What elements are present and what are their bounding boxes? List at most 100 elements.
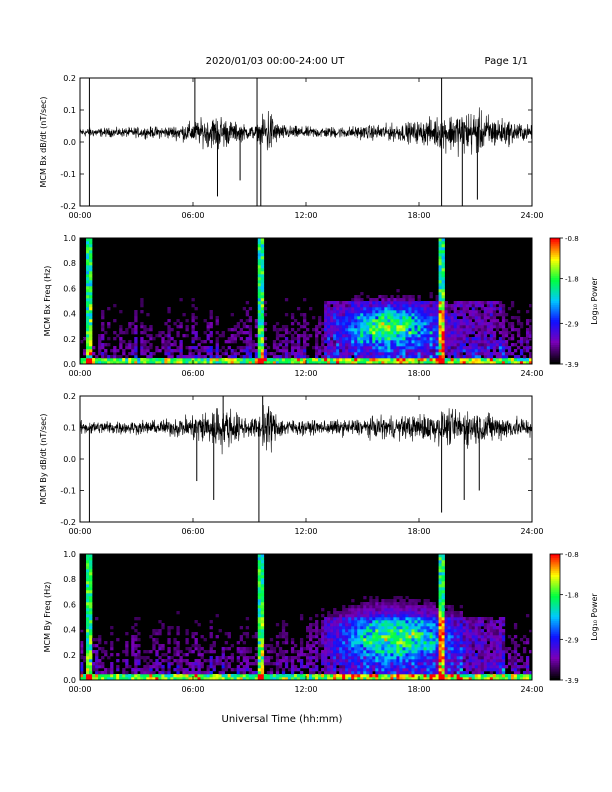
spectrogram-cell xyxy=(486,352,491,356)
spectrogram-cell xyxy=(444,677,448,681)
spectrogram-cell xyxy=(363,346,367,350)
spectrogram-cell xyxy=(179,352,183,356)
spectrogram-cell xyxy=(480,334,485,338)
spectrogram-cell xyxy=(489,340,494,344)
spectrogram-cell xyxy=(309,358,313,362)
spectrogram-cell xyxy=(480,647,485,651)
spectrogram-cell xyxy=(152,665,156,669)
spectrogram-cell xyxy=(438,563,442,567)
spectrogram-cell xyxy=(209,349,213,353)
spectrogram-cell xyxy=(251,358,256,362)
spectrogram-cell xyxy=(465,641,470,645)
spectrogram-cell xyxy=(269,671,274,675)
spectrogram-cell xyxy=(263,322,268,326)
spectrogram-cell xyxy=(450,638,454,642)
spectrogram-cell xyxy=(411,635,415,639)
spectrogram-cell xyxy=(477,355,482,359)
spectrogram-cell xyxy=(384,334,388,338)
spectrogram-cell xyxy=(468,343,473,347)
spectrogram-cell xyxy=(495,650,500,654)
spectrogram-cell xyxy=(441,349,445,353)
colorbar-swatch xyxy=(550,600,560,603)
x-tick-label: 12:00 xyxy=(294,369,317,378)
spectrogram-cell xyxy=(209,626,213,630)
spectrogram-cell xyxy=(357,349,361,353)
spectrogram-cell xyxy=(369,614,373,618)
spectrogram-cell xyxy=(197,674,201,678)
spectrogram-cell xyxy=(248,340,253,344)
spectrogram-cell xyxy=(212,659,216,663)
spectrogram-cell xyxy=(230,313,234,317)
spectrogram-cell xyxy=(203,331,207,335)
spectrogram-cell xyxy=(369,662,373,666)
spectrogram-cell xyxy=(375,659,379,663)
spectrogram-cell xyxy=(522,635,527,639)
spectrogram-cell xyxy=(170,674,174,678)
spectrogram-cell xyxy=(387,653,391,657)
spectrogram-cell xyxy=(345,635,349,639)
spectrogram-cell xyxy=(137,358,141,362)
spectrogram-cell xyxy=(122,352,126,356)
spectrogram-cell xyxy=(453,307,457,311)
spectrogram-cell xyxy=(363,671,367,675)
spectrogram-cell xyxy=(278,635,283,639)
spectrogram-cell xyxy=(453,629,457,633)
spectrogram-cell xyxy=(351,328,355,332)
spectrogram-cell xyxy=(447,665,451,669)
spectrogram-cell xyxy=(345,665,349,669)
spectrogram-cell xyxy=(441,325,445,329)
spectrogram-cell xyxy=(357,629,361,633)
spectrogram-cell xyxy=(330,313,334,317)
spectrogram-cell xyxy=(342,328,346,332)
spectrogram-cell xyxy=(489,623,494,627)
spectrogram-cell xyxy=(260,355,265,359)
colorbar-tick-label: -1.8 xyxy=(565,276,579,284)
spectrogram-cell xyxy=(447,340,451,344)
spectrogram-cell xyxy=(167,665,171,669)
spectrogram-cell xyxy=(495,358,500,362)
spectrogram-cell xyxy=(411,602,415,606)
spectrogram-cell xyxy=(257,632,262,636)
spectrogram-cell xyxy=(483,635,488,639)
spectrogram-cell xyxy=(242,361,247,365)
spectrogram-cell xyxy=(333,316,337,320)
spectrogram-cell xyxy=(149,361,153,365)
spectrogram-cell xyxy=(360,638,364,642)
spectrogram-cell xyxy=(396,596,400,600)
spectrogram-cell xyxy=(342,635,346,639)
spectrogram-cell xyxy=(432,611,436,615)
spectrogram-cell xyxy=(441,331,445,335)
spectrogram-cell xyxy=(218,677,222,681)
spectrogram-cell xyxy=(456,343,460,347)
spectrogram-cell xyxy=(348,647,352,651)
spectrogram-cell xyxy=(134,623,138,627)
spectrogram-cell xyxy=(164,659,168,663)
spectrogram-cell xyxy=(89,560,93,564)
spectrogram-cell xyxy=(399,608,403,612)
spectrogram-cell xyxy=(459,322,463,326)
spectrogram-cell xyxy=(468,349,473,353)
spectrogram-cell xyxy=(384,659,388,663)
spectrogram-cell xyxy=(260,241,265,245)
spectrogram-cell xyxy=(242,650,247,654)
spectrogram-cell xyxy=(161,361,165,365)
spectrogram-cell xyxy=(227,337,231,341)
spectrogram-cell xyxy=(221,647,225,651)
spectrogram-cell xyxy=(390,626,394,630)
spectrogram-cell xyxy=(312,629,316,633)
spectrogram-cell xyxy=(369,665,373,669)
spectrogram-cell xyxy=(375,301,379,305)
colorbar-swatch xyxy=(550,240,560,243)
spectrogram-cell xyxy=(378,340,382,344)
spectrogram-cell xyxy=(327,671,331,675)
spectrogram-cell xyxy=(465,635,470,639)
spectrogram-cell xyxy=(363,596,367,600)
spectrogram-cell xyxy=(363,620,367,624)
spectrogram-cell xyxy=(396,668,400,672)
spectrogram-cell xyxy=(209,310,213,314)
spectrogram-cell xyxy=(152,632,156,636)
spectrogram-cell xyxy=(459,349,463,353)
spectrogram-cell xyxy=(296,674,301,678)
spectrogram-cell xyxy=(203,361,207,365)
spectrogram-cell xyxy=(275,337,280,341)
